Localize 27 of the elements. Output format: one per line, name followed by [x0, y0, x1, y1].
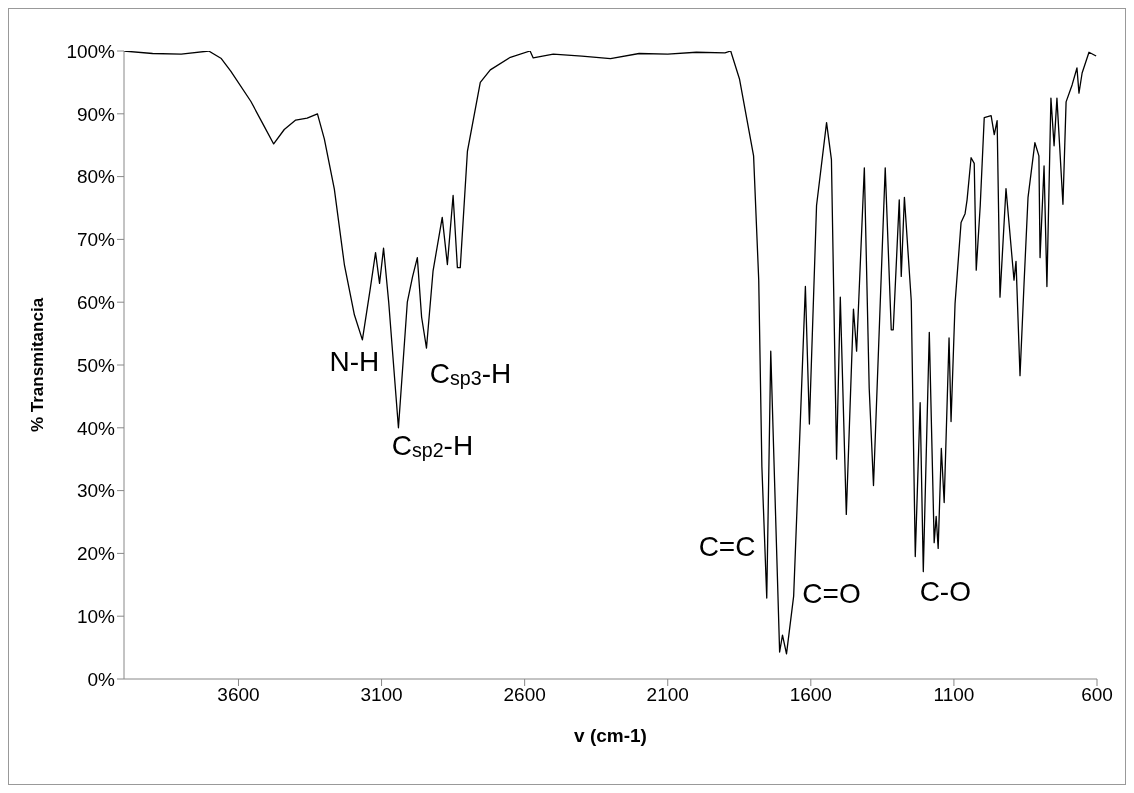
y-tick-label: 90% — [76, 103, 116, 125]
y-tick-label: 60% — [76, 291, 116, 313]
x-axis-title: v (cm-1) — [574, 725, 647, 746]
x-tick-label: 3100 — [360, 684, 403, 706]
y-tick-label: 70% — [76, 229, 116, 251]
y-axis-title: % Transmitancia — [28, 297, 48, 433]
y-tick-label: 10% — [76, 605, 116, 627]
x-tick-label: 3600 — [217, 684, 260, 706]
y-tick-label: 40% — [76, 417, 116, 439]
annotation: N-H — [329, 346, 380, 378]
y-tick-label: 50% — [76, 354, 116, 376]
y-tick-label: 0% — [87, 668, 116, 690]
annotation: C=O — [802, 578, 861, 610]
y-tick-label: 20% — [76, 543, 116, 565]
x-tick-label: 2100 — [646, 684, 689, 706]
line-series — [124, 51, 1097, 655]
y-tick-label: 100% — [66, 40, 116, 62]
annotation: C-O — [919, 576, 971, 607]
x-tick-label: 1600 — [789, 684, 832, 706]
annotation: C$_{sp2}$-H — [391, 430, 474, 462]
y-tick-label: 30% — [76, 480, 116, 502]
x-tick-label: 600 — [1081, 684, 1113, 706]
x-tick-label: 2600 — [503, 684, 546, 706]
x-tick-label: 1100 — [933, 684, 975, 706]
annotation: C$_{sp3}$-H — [429, 358, 512, 390]
annotation: C=C — [698, 531, 756, 563]
y-tick-label: 80% — [76, 166, 116, 188]
